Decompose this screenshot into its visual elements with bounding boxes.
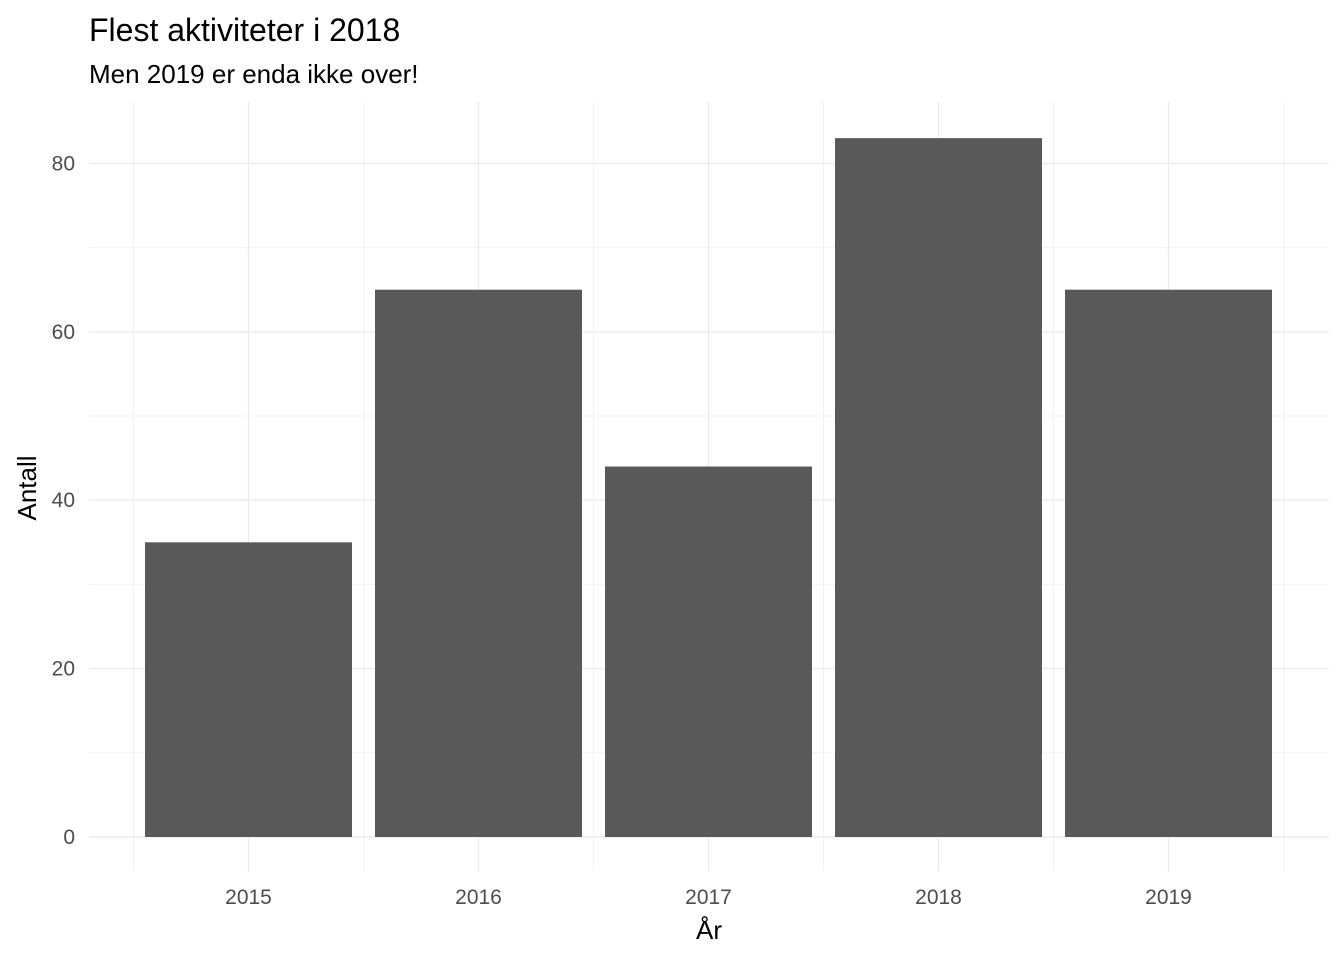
bar-2016 — [375, 289, 582, 837]
bars — [145, 138, 1272, 837]
y-tick-label: 0 — [63, 826, 75, 849]
x-axis-label: År — [696, 915, 722, 945]
y-tick-label: 40 — [52, 489, 75, 512]
x-axis-ticks: 2015 2016 2017 2018 2019 — [225, 886, 1192, 909]
y-tick-label: 80 — [52, 152, 75, 175]
x-tick-label: 2016 — [455, 886, 502, 909]
bar-2019 — [1065, 289, 1272, 837]
bar-2017 — [605, 466, 812, 837]
y-tick-label: 20 — [52, 658, 75, 681]
x-tick-label: 2017 — [685, 886, 732, 909]
chart-subtitle: Men 2019 er enda ikke over! — [89, 59, 419, 89]
bar-2018 — [835, 138, 1042, 837]
x-tick-label: 2015 — [225, 886, 272, 909]
bar-2015 — [145, 542, 352, 837]
y-axis-ticks: 0 20 40 60 80 — [52, 152, 75, 849]
y-tick-label: 60 — [52, 321, 75, 344]
x-tick-label: 2018 — [915, 886, 962, 909]
chart-title: Flest aktiviteter i 2018 — [89, 12, 400, 48]
x-tick-label: 2019 — [1145, 886, 1192, 909]
y-axis-label: Antall — [12, 455, 42, 520]
